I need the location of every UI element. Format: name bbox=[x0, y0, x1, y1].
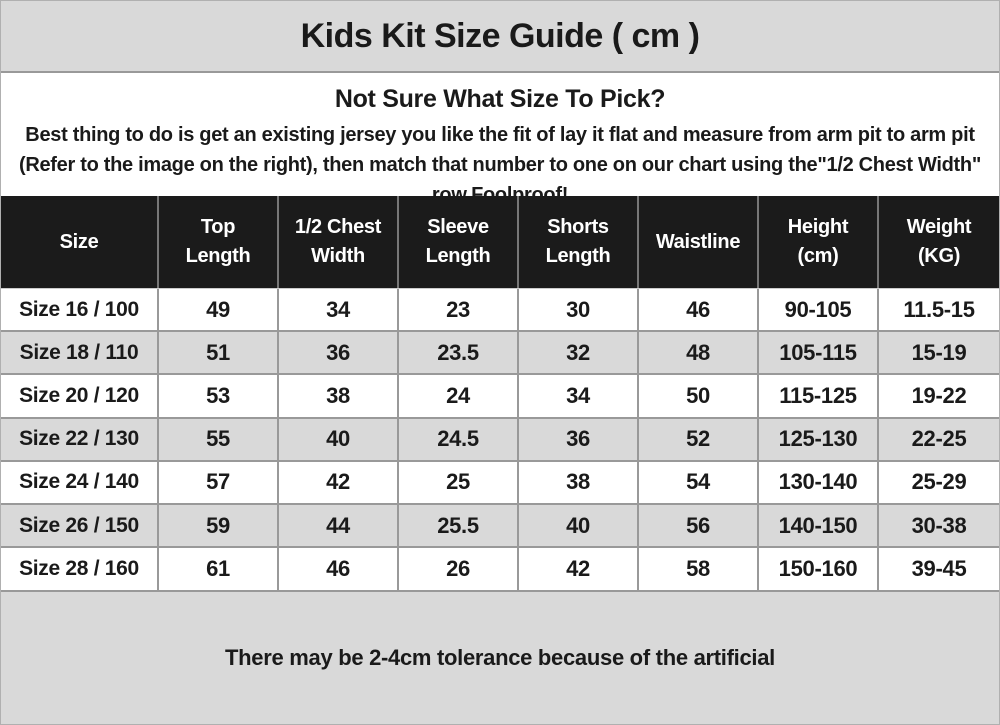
shorts-length-cell: 32 bbox=[519, 332, 639, 374]
shorts-length-cell: 40 bbox=[519, 505, 639, 547]
height-cell: 115-125 bbox=[759, 375, 879, 417]
column-header-weight: Weight (KG) bbox=[906, 216, 972, 267]
title-bar: Kids Kit Size Guide ( cm ) bbox=[1, 1, 999, 73]
weight-cell: 25-29 bbox=[911, 469, 967, 495]
size-cell: Size 20 / 120 bbox=[1, 375, 159, 417]
sleeve-length-cell: 25.5 bbox=[399, 505, 519, 547]
tolerance-note: There may be 2-4cm tolerance because of … bbox=[225, 644, 775, 670]
column-header-top-length: Top Length bbox=[159, 196, 279, 288]
size-cell: Size 22 / 130 bbox=[1, 418, 159, 460]
column-header-shorts-length: Shorts Length bbox=[519, 196, 639, 288]
shorts-length-cell: 34 bbox=[519, 375, 639, 417]
waistline-cell: 56 bbox=[639, 505, 759, 547]
intro-heading: Not Sure What Size To Pick? bbox=[334, 85, 666, 113]
weight-cell: 15-19 bbox=[911, 339, 967, 365]
table-row: Size 22 / 130 55 40 24.5 36 52 125-130 2… bbox=[1, 418, 999, 462]
column-header-size: Size bbox=[1, 196, 159, 288]
sleeve-length-cell: 26 bbox=[399, 548, 519, 590]
top-length-cell: 57 bbox=[159, 461, 279, 504]
table-row: Size 16 / 100 49 34 23 30 46 90-105 11.5… bbox=[1, 289, 999, 333]
sleeve-length-cell: 23 bbox=[399, 289, 519, 331]
height-cell: 140-150 bbox=[759, 505, 879, 547]
table-row: Size 26 / 150 59 44 25.5 40 56 140-150 3… bbox=[1, 505, 999, 549]
height-cell: 130-140 bbox=[759, 461, 879, 504]
page-title: Kids Kit Size Guide ( cm ) bbox=[300, 16, 700, 55]
top-length-cell: 53 bbox=[159, 375, 279, 417]
size-cell: Size 28 / 160 bbox=[1, 548, 159, 590]
waistline-cell: 46 bbox=[639, 289, 759, 331]
height-cell: 90-105 bbox=[759, 289, 879, 331]
chest-width-cell: 40 bbox=[279, 418, 399, 460]
size-cell: Size 18 / 110 bbox=[1, 332, 159, 374]
waistline-cell: 48 bbox=[639, 332, 759, 374]
weight-cell: 19-22 bbox=[911, 383, 967, 409]
column-header-chest-width: 1/2 Chest Width bbox=[279, 196, 399, 288]
weight-cell: 11.5-15 bbox=[903, 296, 975, 322]
size-cell: Size 16 / 100 bbox=[1, 289, 159, 331]
height-cell: 125-130 bbox=[759, 418, 879, 460]
chest-width-cell: 34 bbox=[279, 289, 399, 331]
waistline-cell: 52 bbox=[639, 418, 759, 460]
tolerance-note-bar: There may be 2-4cm tolerance because of … bbox=[1, 591, 999, 724]
waistline-cell: 50 bbox=[639, 375, 759, 417]
top-length-cell: 55 bbox=[159, 418, 279, 460]
weight-cell: 30-38 bbox=[911, 512, 967, 538]
waistline-cell: 58 bbox=[639, 548, 759, 590]
top-length-cell: 61 bbox=[159, 548, 279, 590]
top-length-cell: 51 bbox=[159, 332, 279, 374]
table-body: Size 16 / 100 49 34 23 30 46 90-105 11.5… bbox=[1, 289, 999, 592]
top-length-cell: 49 bbox=[159, 289, 279, 331]
shorts-length-cell: 30 bbox=[519, 289, 639, 331]
size-cell: Size 24 / 140 bbox=[1, 461, 159, 504]
column-header-sleeve-length: Sleeve Length bbox=[399, 196, 519, 288]
sleeve-length-cell: 23.5 bbox=[399, 332, 519, 374]
table-header-row: Size Top Length 1/2 Chest Width Sleeve L… bbox=[1, 196, 999, 289]
waistline-cell: 54 bbox=[639, 461, 759, 504]
chest-width-cell: 36 bbox=[279, 332, 399, 374]
weight-cell: 22-25 bbox=[911, 426, 967, 452]
column-header-height: Height (cm) bbox=[759, 196, 879, 288]
sleeve-length-cell: 25 bbox=[399, 461, 519, 504]
top-length-cell: 59 bbox=[159, 505, 279, 547]
chest-width-cell: 42 bbox=[279, 461, 399, 504]
shorts-length-cell: 36 bbox=[519, 418, 639, 460]
chest-width-cell: 44 bbox=[279, 505, 399, 547]
shorts-length-cell: 38 bbox=[519, 461, 639, 504]
sleeve-length-cell: 24.5 bbox=[399, 418, 519, 460]
weight-cell: 39-45 bbox=[911, 555, 967, 581]
table-row: Size 24 / 140 57 42 25 38 54 130-140 25-… bbox=[1, 461, 999, 506]
chest-width-cell: 38 bbox=[279, 375, 399, 417]
sleeve-length-cell: 24 bbox=[399, 375, 519, 417]
table-row: Size 18 / 110 51 36 23.5 32 48 105-115 1… bbox=[1, 332, 999, 376]
height-cell: 150-160 bbox=[759, 548, 879, 590]
height-cell: 105-115 bbox=[759, 332, 879, 374]
chest-width-cell: 46 bbox=[279, 548, 399, 590]
size-cell: Size 26 / 150 bbox=[1, 505, 159, 547]
table-row: Size 20 / 120 53 38 24 34 50 115-125 19-… bbox=[1, 375, 999, 419]
column-header-waistline: Waistline bbox=[639, 196, 759, 288]
intro-section: Not Sure What Size To Pick? Best thing t… bbox=[1, 73, 999, 206]
table-row: Size 28 / 160 61 46 26 42 58 150-160 39-… bbox=[1, 548, 999, 592]
shorts-length-cell: 42 bbox=[519, 548, 639, 590]
